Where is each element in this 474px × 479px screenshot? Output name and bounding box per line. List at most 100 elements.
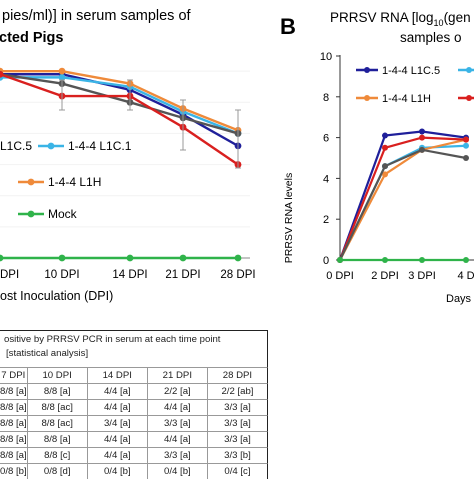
chart-b-xlabel: Days (446, 293, 472, 305)
table-row: 0/8 [b] 0/8 [d] 0/4 [b] 0/4 [b] 0/4 [c] (0, 463, 268, 479)
table-cell: 8/8 [a] (0, 418, 27, 429)
x-tick-label: 0 DPI (326, 270, 354, 282)
legend-label: 1-4-4 L1H (382, 93, 431, 105)
chart-b: B PRRSV RNA [log10(gen samples o PRRSV R… (280, 10, 474, 305)
series-point (382, 257, 388, 263)
pcr-table-title-line1: ositive by PRRSV PCR in serum at each ti… (4, 334, 221, 345)
table-cell: 4/4 [a] (86, 448, 147, 463)
table-cell: 4/4 [a] (86, 384, 147, 399)
chart-b-title-rest: (gen (444, 10, 471, 25)
chart-a-series (0, 67, 242, 262)
pcr-table: ositive by PRRSV PCR in serum at each ti… (0, 330, 268, 479)
series-point (463, 142, 469, 149)
legend-label: L1C.5 (0, 139, 32, 153)
legend-marker (27, 178, 35, 186)
chart-b-legend: 1-4-4 L1C.5 1-4-4 L1H (356, 65, 474, 105)
table-cell: 3/3 [b] (206, 448, 267, 463)
table-cell: 3/4 [a] (86, 416, 147, 431)
x-tick-label: 14 DPI (112, 269, 147, 281)
series-point (419, 146, 425, 153)
y-tick-label: 8 (323, 92, 329, 104)
series-point (463, 155, 469, 161)
legend-marker (27, 210, 35, 218)
series-point (463, 257, 469, 263)
y-tick-label: 10 (320, 51, 332, 63)
series-point (419, 134, 425, 141)
table-cell: 4/4 [a] (146, 432, 207, 447)
table-cell: 0/8 [b] (0, 466, 27, 477)
col-header: 28 DPI (206, 368, 267, 383)
table-cell: 4/4 [a] (146, 400, 207, 415)
chart-a-legend: L1C.5 1-4-4 L1C.1 1-4-4 L1H Mock (0, 139, 132, 221)
series-point (463, 136, 469, 143)
pcr-table-title-line2: [statistical analysis] (6, 348, 89, 359)
series-point (179, 254, 187, 262)
y-tick-label: 0 (323, 255, 329, 267)
chart-b-title-main: PRRSV RNA [log (330, 10, 434, 25)
series-point (126, 254, 134, 262)
x-tick-label: 10 DPI (44, 269, 79, 281)
table-cell: 3/3 [a] (206, 400, 267, 415)
table-cell: 4/4 [a] (86, 400, 147, 415)
x-tick-label: 3 DPI (408, 270, 436, 282)
table-cell: 3/3 [a] (206, 416, 267, 431)
pcr-table-header: ositive by PRRSV PCR in serum at each ti… (0, 330, 268, 367)
series-point (419, 257, 425, 263)
series-line (0, 73, 239, 135)
chart-a: pies/ml)] in serum samples of cted Pigs … (0, 8, 256, 303)
series-point (382, 144, 388, 151)
table-cell: 8/8 [a] (0, 386, 27, 397)
table-cell: 8/8 [a] (26, 432, 87, 447)
chart-b-title-subscript: 10 (434, 18, 444, 28)
chart-b-title-line2: samples o (400, 30, 462, 45)
pcr-table-column-headers: 7 DPI 10 DPI 14 DPI 21 DPI 28 DPI (0, 367, 268, 383)
chart-b-y-ticks: 0 2 4 6 8 10 (320, 51, 340, 267)
table-cell: 8/8 [a] (26, 384, 87, 399)
series-point (58, 67, 66, 75)
table-cell: 4/4 [a] (86, 432, 147, 447)
table-cell: 8/8 [ac] (26, 416, 87, 431)
series-line (338, 136, 467, 261)
x-tick-label: 4 D (457, 270, 474, 282)
table-cell: 8/8 [a] (0, 434, 27, 445)
x-tick-label: 2 DPI (371, 270, 399, 282)
series-point (382, 163, 388, 170)
panel-b-letter: B (280, 14, 296, 39)
series-point (0, 70, 4, 78)
chart-b-series (337, 128, 469, 263)
chart-a-xlabel: ost Inoculation (DPI) (0, 289, 113, 303)
table-cell: 0/8 [d] (26, 464, 87, 479)
legend-marker (466, 67, 472, 73)
table-row: 8/8 [a] 8/8 [a] 4/4 [a] 4/4 [a] 3/3 [a] (0, 431, 268, 447)
series-point (58, 73, 66, 81)
series-point (337, 257, 343, 263)
table-row: 8/8 [a] 8/8 [ac] 4/4 [a] 4/4 [a] 3/3 [a] (0, 399, 268, 415)
legend-label: 1-4-4 L1H (48, 175, 101, 189)
y-tick-label: 4 (323, 173, 329, 185)
table-row: 8/8 [a] 8/8 [a] 4/4 [a] 2/2 [a] 2/2 [ab] (0, 383, 268, 399)
table-cell: 0/4 [b] (146, 464, 207, 479)
table-cell: 3/3 [a] (146, 448, 207, 463)
series-point (382, 171, 388, 178)
table-row: 8/8 [a] 8/8 [ac] 3/4 [a] 3/3 [a] 3/3 [a] (0, 415, 268, 431)
legend-label: 1-4-4 L1C.1 (68, 139, 132, 153)
table-cell: 8/8 [a] (0, 402, 27, 413)
legend-label: Mock (48, 207, 78, 221)
series-line (338, 130, 467, 261)
chart-b-x-ticks: 0 DPI 2 DPI 3 DPI 4 D (326, 270, 474, 282)
table-cell: 0/4 [b] (86, 464, 147, 479)
col-header: 10 DPI (26, 368, 87, 383)
y-tick-label: 6 (323, 133, 329, 145)
series-point (58, 254, 66, 262)
table-cell: 8/8 [a] (0, 450, 27, 461)
legend-marker (47, 142, 55, 150)
chart-a-title-line2: cted Pigs (0, 30, 63, 46)
table-cell: 0/4 [c] (206, 464, 267, 479)
chart-b-ylabel: PRRSV RNA levels (283, 173, 295, 263)
series-point (382, 132, 388, 139)
chart-a-x-ticks: DPI 10 DPI 14 DPI 21 DPI 28 DPI (0, 269, 256, 281)
table-cell: 2/2 [ab] (206, 384, 267, 399)
legend-marker (364, 67, 370, 73)
series-point (419, 128, 425, 135)
legend-label: 1-4-4 L1C.5 (382, 65, 440, 77)
